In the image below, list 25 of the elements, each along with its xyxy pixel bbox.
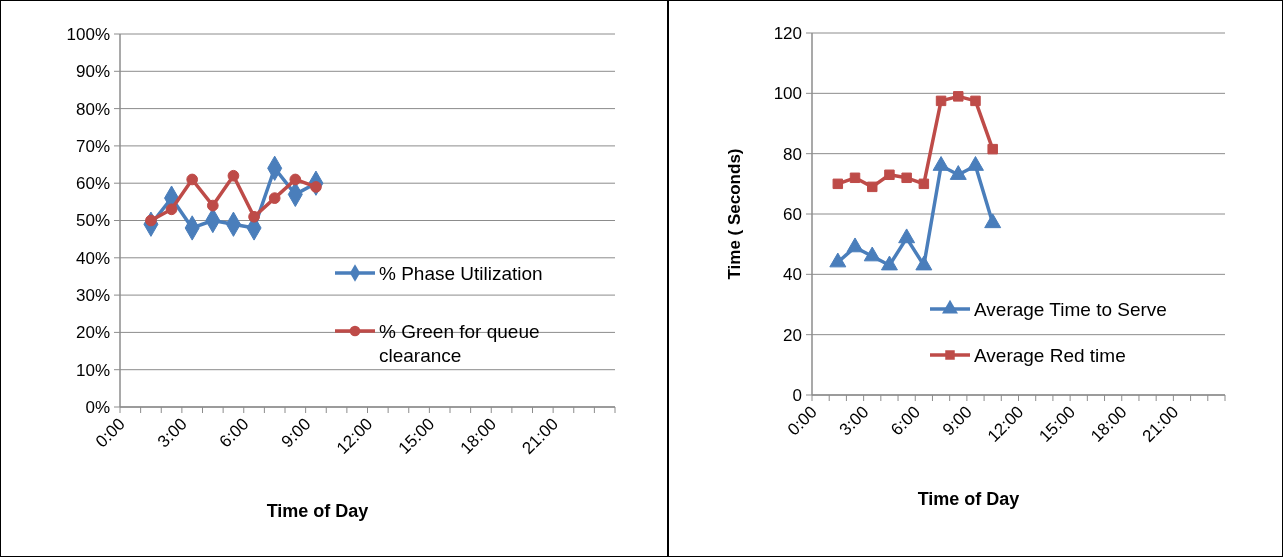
x-axis-title: Time of Day — [917, 489, 1020, 509]
y-tick-label: 100 — [773, 84, 802, 104]
legend-label: Average Time to Serve — [974, 298, 1167, 320]
y-tick-label: 30% — [75, 286, 110, 306]
legend-label: % Green for queue clearance — [379, 320, 540, 366]
y-tick-label: 70% — [75, 136, 110, 156]
y-tick-label: 80 — [783, 144, 802, 164]
legend-label: % Phase Utilization — [379, 262, 543, 284]
y-axis-title: Time ( Seconds) — [725, 148, 744, 280]
y-tick-label: 20% — [75, 323, 110, 343]
y-tick-label: 60 — [783, 204, 802, 224]
y-tick-label: 50% — [75, 211, 110, 231]
y-tick-label: 20 — [783, 325, 802, 345]
y-tick-label: 80% — [75, 99, 110, 119]
y-tick-label: 10% — [75, 360, 110, 380]
y-tick-label: 0 — [792, 385, 802, 405]
y-tick-label: 120 — [773, 23, 802, 43]
y-tick-label: 60% — [75, 174, 110, 194]
y-tick-label: 40 — [783, 265, 802, 285]
y-tick-label: 0% — [85, 397, 110, 417]
y-tick-label: 40% — [75, 248, 110, 268]
y-tick-label: 100% — [66, 24, 110, 44]
y-tick-label: 90% — [75, 62, 110, 82]
legend-label: Average Red time — [974, 344, 1126, 366]
x-axis-title: Time of Day — [266, 501, 369, 521]
